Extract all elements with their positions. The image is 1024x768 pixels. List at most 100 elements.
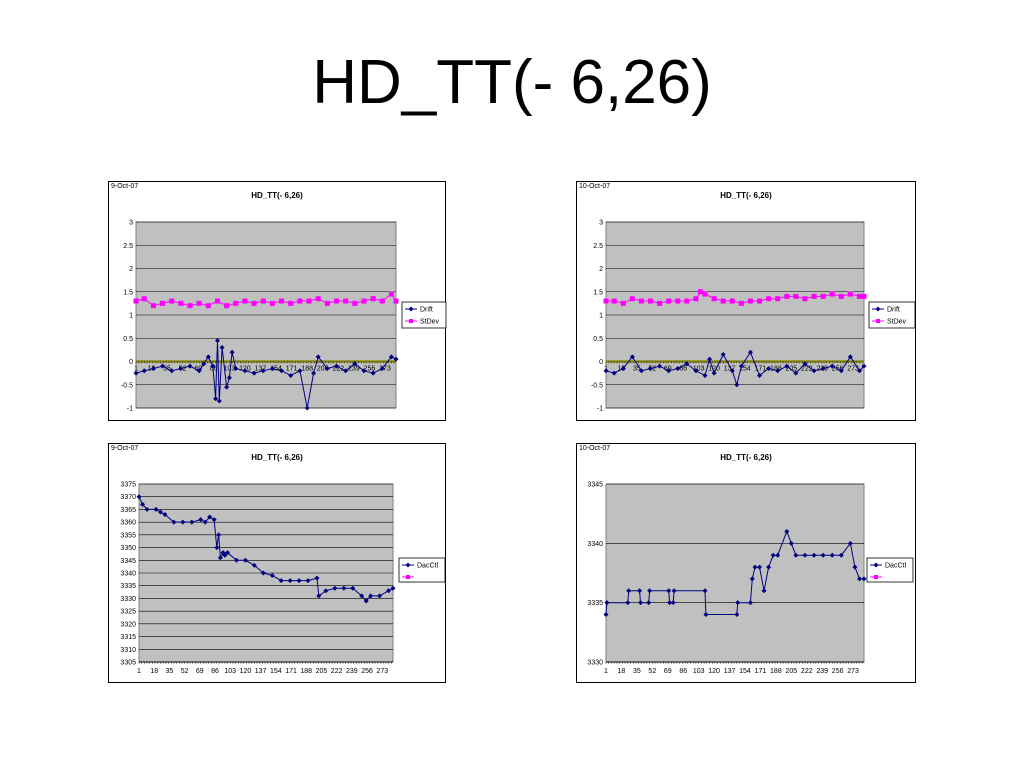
chart-date-label: 10-Oct-07 (579, 445, 611, 452)
x-tick-label: 154 (739, 366, 751, 373)
data-point (224, 384, 230, 390)
data-point (861, 576, 867, 582)
legend-box (868, 301, 916, 329)
data-point (388, 354, 394, 360)
x-tick-label: 205 (785, 366, 797, 373)
x-tick-label: 1 (134, 366, 138, 373)
slide-title: HD_TT(- 6,26) (312, 48, 712, 117)
y-tick-label: 3310 (120, 647, 136, 654)
x-tick-label: 103 (224, 668, 236, 675)
x-tick-label: 103 (693, 668, 705, 675)
legend-marker (405, 562, 411, 568)
data-point (269, 300, 275, 306)
data-point (793, 293, 799, 299)
data-point (205, 354, 211, 360)
x-tick-label: 86 (211, 668, 219, 675)
data-point (856, 576, 862, 582)
data-point (178, 300, 184, 306)
x-tick-label: 52 (648, 668, 656, 675)
data-point (242, 557, 248, 563)
y-tick-label: 3345 (587, 482, 603, 489)
data-point (287, 578, 293, 584)
x-tick-label: 1 (137, 668, 141, 675)
data-point (144, 506, 150, 512)
data-point (316, 593, 322, 599)
data-point (684, 361, 690, 367)
x-tick-label: 86 (679, 366, 687, 373)
data-point (201, 361, 207, 367)
data-point (847, 291, 853, 297)
data-point (279, 368, 285, 374)
x-tick-label: 273 (379, 366, 391, 373)
data-point (604, 600, 610, 606)
chart-date-label: 9-Oct-07 (111, 183, 139, 190)
data-point (205, 303, 211, 309)
legend-marker (873, 562, 879, 568)
data-point (171, 519, 177, 525)
x-tick-label: 205 (316, 668, 328, 675)
data-point (847, 540, 853, 546)
data-point (315, 354, 321, 360)
data-point (251, 562, 257, 568)
y-tick-label: -1 (597, 406, 603, 413)
data-point (169, 368, 175, 374)
x-tick-label: 86 (210, 366, 218, 373)
data-point (341, 585, 347, 591)
data-point (784, 528, 790, 534)
data-point (829, 363, 835, 369)
data-point (207, 514, 213, 520)
data-point (861, 293, 867, 299)
data-point (757, 564, 763, 570)
data-point (324, 365, 330, 371)
y-tick-label: -0.5 (121, 382, 133, 389)
data-point (775, 368, 781, 374)
data-point (136, 494, 142, 500)
data-point (370, 296, 376, 302)
data-point (603, 612, 609, 618)
chart-panel-2: 10-Oct-07 HD_TT(- 6,26) 3 2.5 2 1.5 1 0.5 0 -0.… (576, 181, 916, 421)
data-point (775, 296, 781, 302)
data-point (187, 363, 193, 369)
y-tick-label: 2 (599, 266, 603, 273)
data-point (211, 517, 217, 523)
data-point (734, 382, 740, 388)
x-tick-label: 256 (361, 668, 373, 675)
y-tick-label: -1 (127, 406, 133, 413)
data-point (734, 612, 740, 618)
data-point (140, 501, 146, 507)
data-point (178, 365, 184, 371)
x-tick-label: 188 (301, 366, 313, 373)
data-point (133, 370, 139, 376)
data-point (697, 289, 703, 295)
data-point (141, 368, 147, 374)
data-point (315, 296, 321, 302)
data-point (269, 573, 275, 579)
data-point (638, 600, 644, 606)
data-point (220, 550, 226, 556)
data-point (229, 349, 235, 355)
data-point (702, 291, 708, 297)
data-point (368, 593, 374, 599)
x-tick-label: 205 (785, 668, 797, 675)
x-tick-label: 35 (633, 668, 641, 675)
data-point (196, 300, 202, 306)
data-point (811, 368, 817, 374)
chart-title: HD_TT(- 6,26) (251, 453, 303, 462)
x-tick-label: 273 (847, 366, 859, 373)
x-tick-label: 103 (693, 366, 705, 373)
data-point (297, 298, 303, 304)
data-point (393, 298, 399, 304)
data-point (620, 365, 626, 371)
data-point (133, 298, 139, 304)
x-tick-label: 137 (724, 366, 736, 373)
chart-title: HD_TT(- 6,26) (720, 453, 772, 462)
data-point (141, 296, 147, 302)
data-point (693, 368, 699, 374)
data-point (216, 398, 222, 404)
x-tick-label: 120 (708, 366, 720, 373)
data-point (784, 293, 790, 299)
data-point (629, 296, 635, 302)
y-tick-label: 3335 (587, 600, 603, 607)
data-point (670, 600, 676, 606)
